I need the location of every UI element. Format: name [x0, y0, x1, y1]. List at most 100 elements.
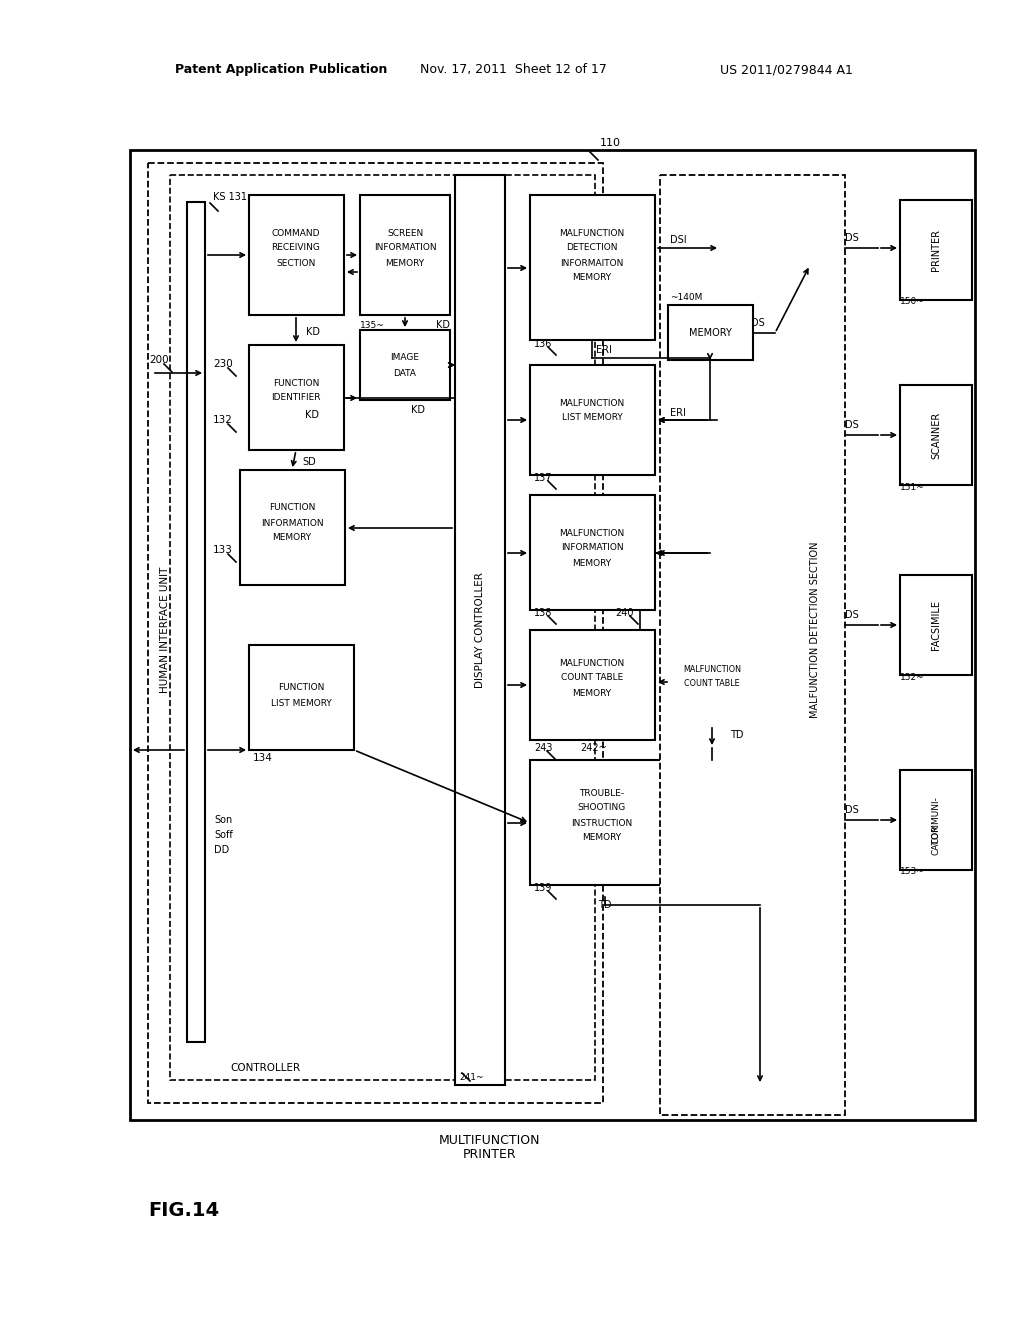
Text: TROUBLE-: TROUBLE-: [580, 788, 625, 797]
Bar: [249, 195, 344, 315]
Text: RECEIVING: RECEIVING: [271, 243, 321, 252]
Text: CONTROLLER: CONTROLLER: [230, 1063, 300, 1073]
Text: MEMORY: MEMORY: [572, 689, 611, 697]
Text: 200: 200: [150, 355, 169, 366]
Text: KD: KD: [306, 327, 319, 337]
Text: PRINTER: PRINTER: [931, 228, 941, 271]
Text: 152~: 152~: [900, 672, 925, 681]
Text: FUNCTION: FUNCTION: [269, 503, 315, 512]
Text: 243: 243: [534, 743, 553, 752]
Bar: [900, 770, 972, 870]
Text: MALFUNCTION: MALFUNCTION: [559, 659, 625, 668]
Text: DS: DS: [845, 805, 859, 814]
Text: Nov. 17, 2011  Sheet 12 of 17: Nov. 17, 2011 Sheet 12 of 17: [420, 63, 607, 77]
Text: 132: 132: [213, 414, 232, 425]
Bar: [530, 195, 655, 341]
Text: 139: 139: [534, 883, 552, 894]
Bar: [530, 366, 655, 475]
Text: 133: 133: [213, 545, 232, 554]
Text: INFORMAITON: INFORMAITON: [560, 259, 624, 268]
Text: INFORMATION: INFORMATION: [374, 243, 436, 252]
Text: MEMORY: MEMORY: [583, 833, 622, 842]
Text: MALFUNCTION: MALFUNCTION: [683, 665, 741, 675]
Bar: [530, 630, 655, 741]
Text: MEMORY: MEMORY: [572, 558, 611, 568]
Text: FUNCTION: FUNCTION: [278, 684, 325, 693]
Text: FACSIMILE: FACSIMILE: [931, 601, 941, 649]
Text: COUNT TABLE: COUNT TABLE: [684, 678, 739, 688]
Text: Soff: Soff: [214, 830, 232, 840]
Text: IMAGE: IMAGE: [390, 354, 420, 363]
Text: DETECTION: DETECTION: [566, 243, 617, 252]
Text: PRINTER: PRINTER: [463, 1148, 517, 1162]
Bar: [530, 495, 655, 610]
Bar: [130, 150, 975, 1119]
Text: LIST MEMORY: LIST MEMORY: [561, 413, 623, 422]
Text: MALFUNCTION: MALFUNCTION: [559, 399, 625, 408]
Bar: [187, 202, 205, 1041]
Bar: [900, 201, 972, 300]
Text: DATA: DATA: [393, 368, 417, 378]
Bar: [170, 176, 595, 1080]
Text: MEMORY: MEMORY: [272, 533, 311, 543]
Text: KS 131: KS 131: [213, 191, 247, 202]
Text: MALFUNCTION: MALFUNCTION: [559, 228, 625, 238]
Text: 241~: 241~: [459, 1073, 483, 1082]
Text: 138: 138: [534, 609, 552, 618]
Bar: [240, 470, 345, 585]
Bar: [670, 640, 755, 725]
Bar: [249, 345, 344, 450]
Bar: [900, 576, 972, 675]
Text: DS: DS: [845, 420, 859, 430]
Text: DS: DS: [752, 318, 765, 327]
Text: LIST MEMORY: LIST MEMORY: [270, 698, 332, 708]
Text: MEMORY: MEMORY: [385, 259, 425, 268]
Text: 134: 134: [253, 752, 272, 763]
Text: 135~: 135~: [360, 321, 385, 330]
Text: COMMUNI-: COMMUNI-: [932, 796, 940, 843]
Text: KD: KD: [436, 319, 450, 330]
Bar: [249, 645, 354, 750]
Bar: [148, 162, 603, 1104]
Text: 151~: 151~: [900, 483, 925, 491]
Text: ERI: ERI: [596, 345, 612, 355]
Text: FUNCTION: FUNCTION: [272, 379, 319, 388]
Text: SECTION: SECTION: [276, 259, 315, 268]
Text: DSI: DSI: [670, 235, 687, 246]
Text: SHOOTING: SHOOTING: [578, 804, 626, 813]
Bar: [360, 195, 450, 315]
Text: Patent Application Publication: Patent Application Publication: [175, 63, 387, 77]
Text: 240: 240: [615, 609, 634, 618]
Text: 153~: 153~: [900, 867, 925, 876]
Text: INSTRUCTION: INSTRUCTION: [571, 818, 633, 828]
Text: COMMAND: COMMAND: [271, 228, 321, 238]
Text: DD: DD: [214, 845, 229, 855]
Text: MALFUNCTION: MALFUNCTION: [559, 528, 625, 537]
Text: DISPLAY CONTROLLER: DISPLAY CONTROLLER: [475, 572, 485, 688]
Text: 230: 230: [213, 359, 232, 370]
Text: Son: Son: [214, 814, 232, 825]
Text: FIG.14: FIG.14: [148, 1200, 219, 1220]
Bar: [900, 385, 972, 484]
Text: MEMORY: MEMORY: [688, 327, 731, 338]
Text: COUNT TABLE: COUNT TABLE: [561, 673, 624, 682]
Text: ~140M: ~140M: [670, 293, 702, 301]
Text: DS: DS: [845, 610, 859, 620]
Text: TD: TD: [598, 900, 611, 909]
Bar: [668, 305, 753, 360]
Text: 136: 136: [534, 339, 552, 348]
Text: INFORMATION: INFORMATION: [261, 519, 324, 528]
Bar: [360, 330, 450, 400]
Text: MALFUNCTION DETECTION SECTION: MALFUNCTION DETECTION SECTION: [810, 541, 820, 718]
Text: DS: DS: [845, 234, 859, 243]
Text: 150~: 150~: [900, 297, 925, 306]
Text: US 2011/0279844 A1: US 2011/0279844 A1: [720, 63, 853, 77]
Text: 110: 110: [600, 139, 621, 148]
Text: SCANNER: SCANNER: [931, 412, 941, 458]
Text: KD: KD: [305, 411, 319, 420]
Bar: [660, 176, 845, 1115]
Text: IDENTIFIER: IDENTIFIER: [271, 393, 321, 403]
Text: MULTIFUNCTION: MULTIFUNCTION: [439, 1134, 541, 1147]
Text: 137: 137: [534, 473, 553, 483]
Text: MEMORY: MEMORY: [572, 273, 611, 282]
